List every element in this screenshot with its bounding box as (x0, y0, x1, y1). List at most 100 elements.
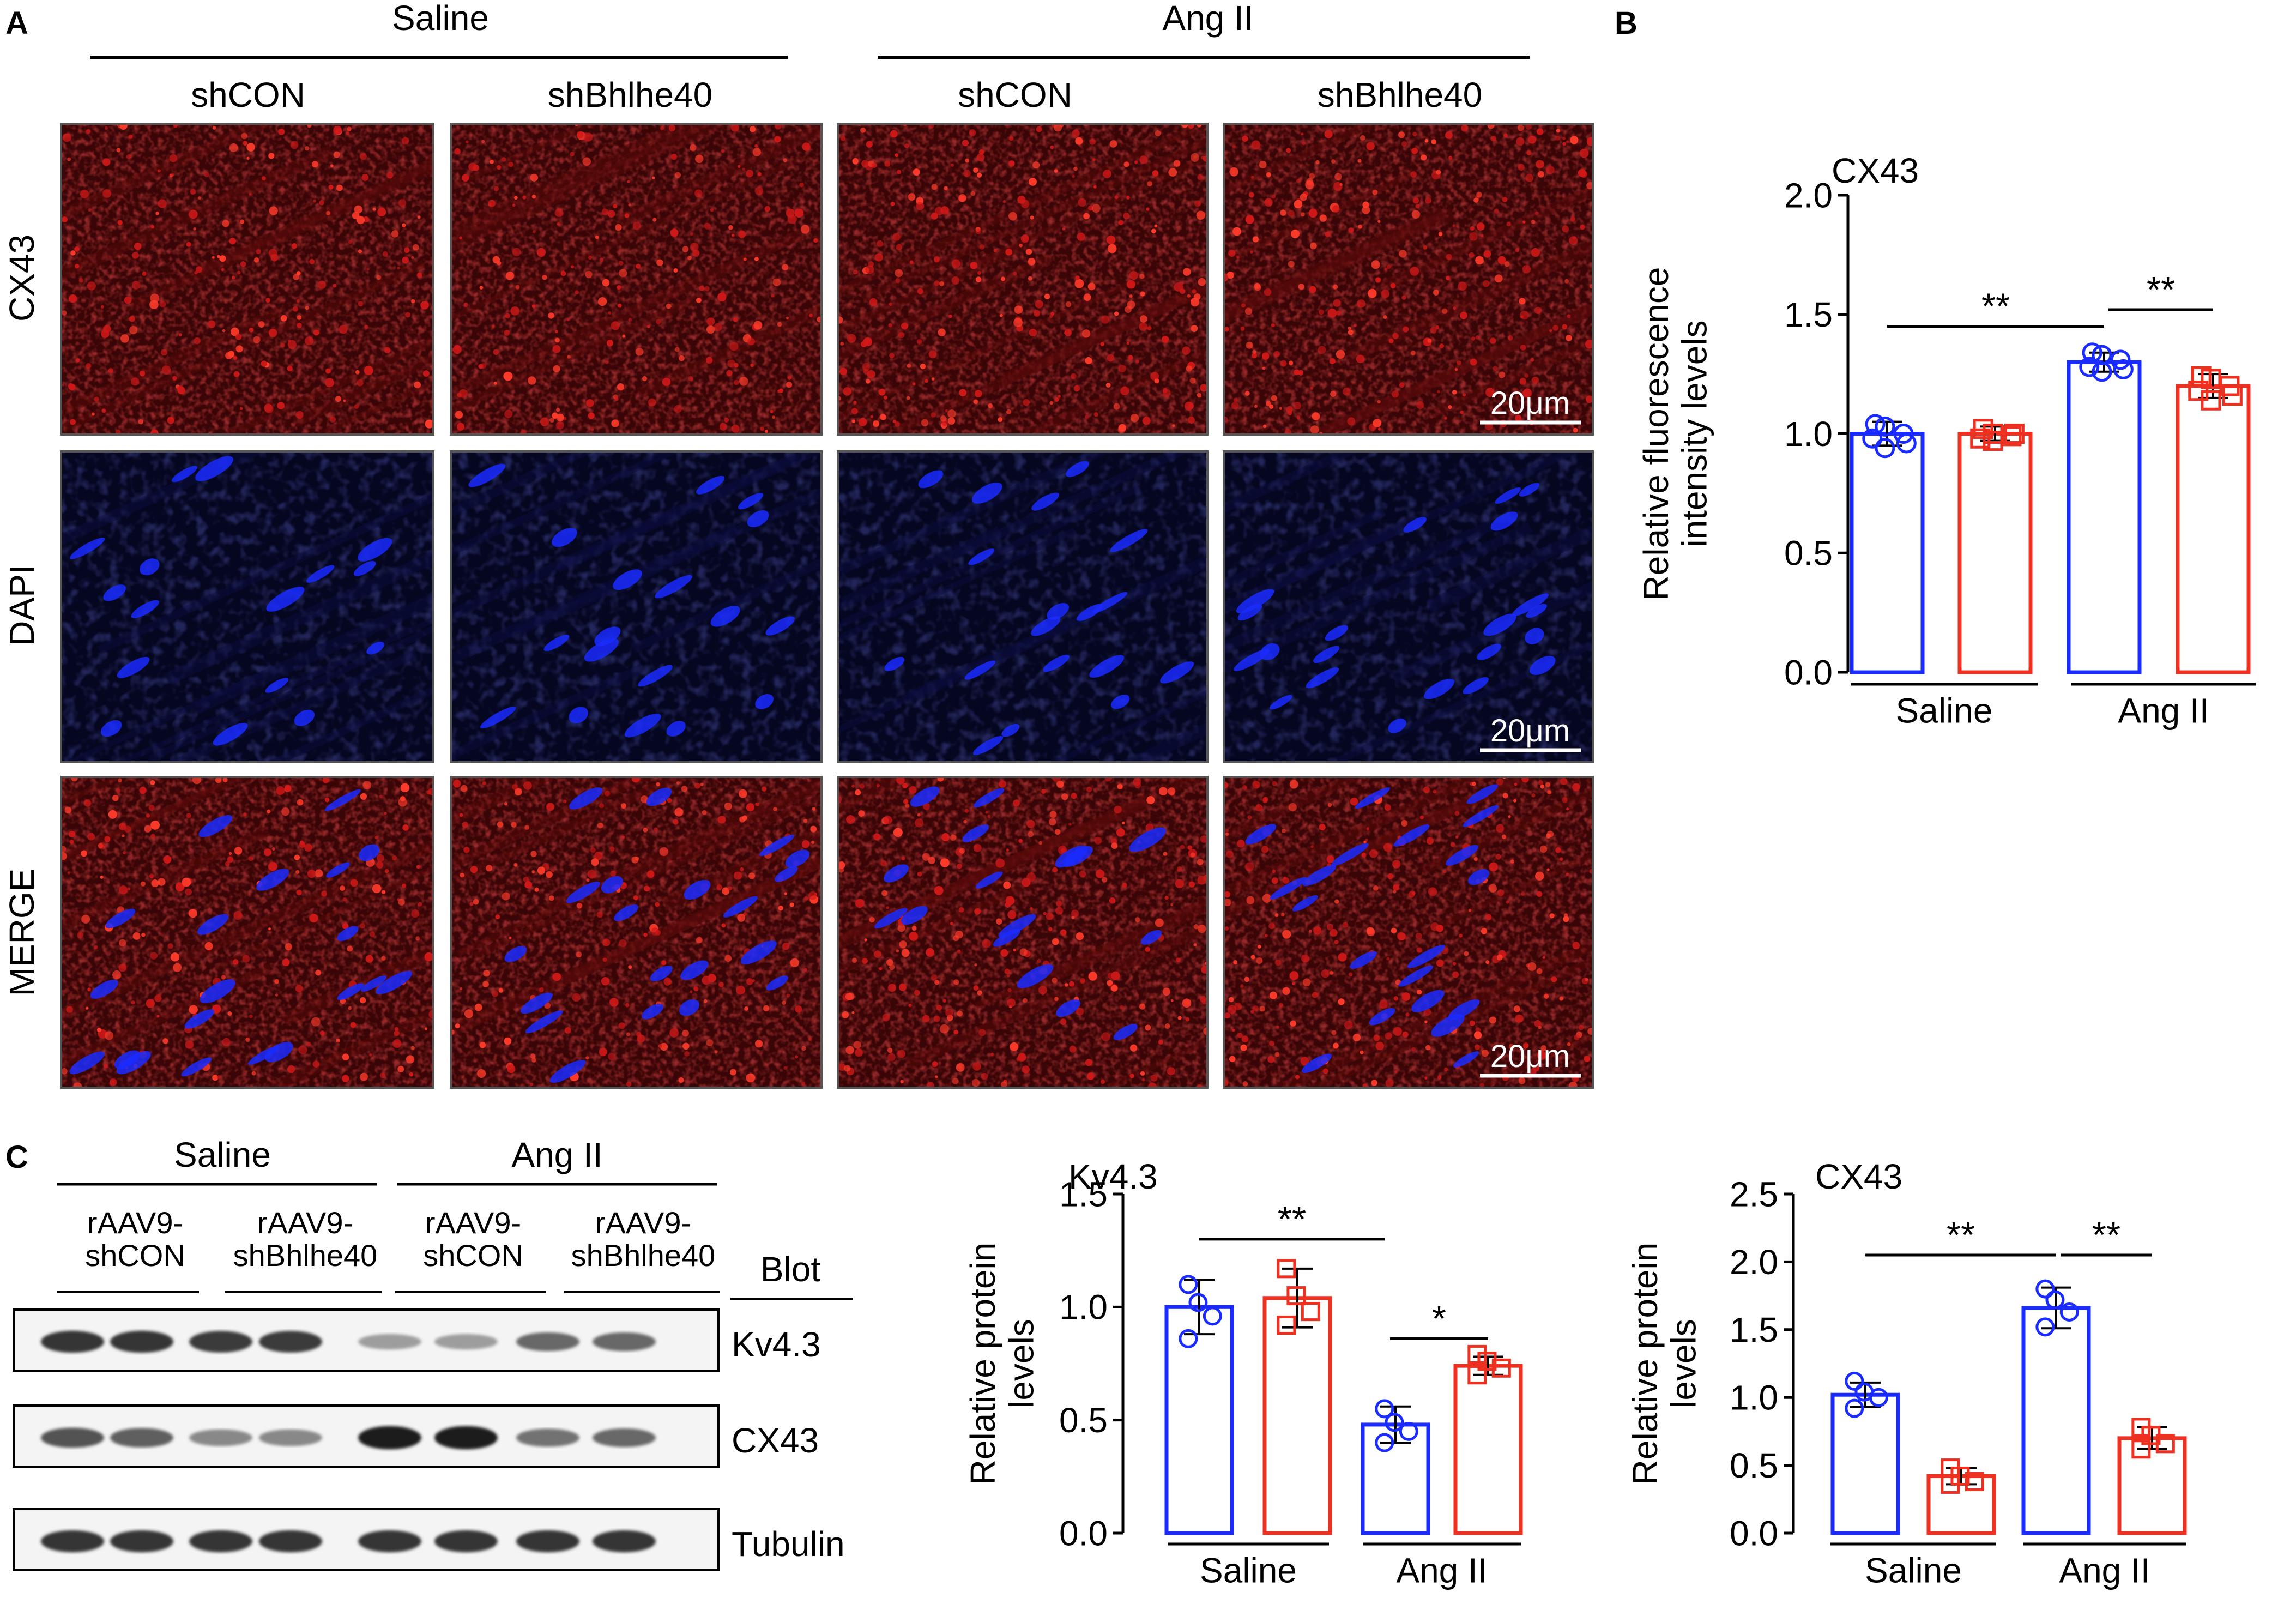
cx43-puncta (888, 323, 892, 328)
nucleus (910, 786, 940, 807)
cx43-puncta (1472, 781, 1476, 786)
cx43-puncta (531, 1058, 536, 1063)
cx43-puncta (704, 286, 710, 292)
cx43-puncta (844, 1065, 851, 1072)
cx43-puncta (315, 869, 323, 878)
band-label-kv43: Kv4.3 (732, 1325, 821, 1364)
micrograph-texture (61, 451, 433, 762)
cx43-puncta (1290, 229, 1300, 238)
lane-4-line2: shBhlhe40 (571, 1238, 716, 1273)
micrograph-frame (837, 450, 1209, 763)
cx43-puncta (531, 194, 536, 199)
data-point (1179, 1329, 1198, 1348)
cx43-puncta (896, 949, 899, 953)
cx43-puncta (473, 899, 479, 905)
cx43-puncta (789, 902, 794, 907)
y-tick-label: 2.0 (1784, 176, 1833, 215)
nucleus (525, 1010, 563, 1034)
cx43-puncta (1309, 286, 1316, 293)
cx43-puncta (304, 843, 312, 852)
cx43-puncta (126, 154, 131, 159)
cx43-puncta (336, 1038, 340, 1043)
cx43-puncta (620, 803, 627, 809)
lane-2-line1: rAAV9- (257, 1205, 353, 1240)
cx43-puncta (1343, 388, 1351, 396)
data-point (1845, 1398, 1864, 1418)
cx43-puncta (132, 932, 141, 940)
cx43-puncta (530, 1082, 534, 1086)
cx43-puncta (1140, 291, 1145, 297)
cx43-puncta (887, 984, 896, 992)
bar (1957, 432, 2033, 674)
cx43-puncta (945, 409, 948, 412)
cx43-puncta (1177, 1016, 1182, 1020)
cx43-puncta (1005, 248, 1012, 256)
cx43-puncta (602, 279, 610, 287)
cx43-puncta (1186, 365, 1192, 372)
nucleus (1463, 677, 1489, 695)
cx43-puncta (1193, 924, 1199, 930)
cx43-puncta (365, 955, 373, 963)
cx43-puncta (705, 357, 713, 364)
cx43-puncta (733, 317, 738, 322)
cx43-puncta (504, 1037, 512, 1045)
cx43-puncta (1256, 957, 1263, 964)
cx43-puncta (1248, 192, 1254, 198)
cx43-puncta (321, 890, 327, 897)
cx43-puncta (658, 1044, 662, 1048)
nucleus (90, 980, 118, 999)
cx43-puncta (287, 365, 293, 372)
cx43-puncta (1268, 922, 1275, 930)
cx43-puncta (233, 371, 240, 377)
cx43-puncta (455, 1023, 460, 1029)
cx43-puncta (512, 248, 521, 257)
nucleus (1398, 965, 1434, 987)
cx43-puncta (1089, 138, 1096, 145)
cx43-puncta (931, 377, 935, 381)
cx43-puncta (933, 256, 940, 263)
cx43-puncta (1559, 996, 1564, 1001)
band-label-cx43: CX43 (732, 1421, 819, 1460)
lane-3-line1: rAAV9- (425, 1205, 521, 1240)
cx43-puncta (619, 939, 627, 948)
cx43-puncta (892, 420, 897, 424)
cx43-puncta (1286, 406, 1293, 413)
cx43-puncta (146, 813, 150, 818)
cx43-puncta (1411, 147, 1418, 154)
cx43-puncta (1101, 1079, 1105, 1084)
nucleus (569, 707, 588, 723)
panel-a-group-header-angii: Ang II (878, 0, 1530, 59)
cx43-puncta (1233, 960, 1238, 964)
cx43-puncta (1489, 337, 1496, 344)
cx43-puncta (1437, 390, 1440, 394)
cx43-puncta (189, 1005, 198, 1014)
cx43-puncta (1397, 883, 1400, 887)
cx43-puncta (659, 847, 669, 857)
cx43-puncta (287, 1065, 295, 1074)
cx43-puncta (582, 157, 591, 166)
cx43-puncta (1496, 954, 1503, 961)
cx43-puncta (1424, 1076, 1428, 1080)
cx43-puncta (890, 130, 898, 138)
cx43-puncta (1244, 862, 1254, 871)
cx43-puncta (227, 1011, 232, 1016)
nucleus (139, 558, 160, 576)
cx43-puncta (753, 321, 763, 330)
blot-kv43 (13, 1308, 720, 1372)
cx43-puncta (656, 259, 663, 267)
cx43-puncta (964, 809, 969, 813)
nucleus (549, 1059, 586, 1083)
cx43-puncta (505, 313, 511, 319)
cx43-puncta (1284, 429, 1291, 435)
cx43-puncta (752, 148, 761, 156)
cx43-puncta (1201, 966, 1207, 974)
cx43-puncta (505, 272, 515, 280)
cx43-puncta (938, 328, 946, 336)
data-point (2201, 390, 2221, 411)
cx43-puncta (914, 818, 924, 828)
cx43-puncta (721, 923, 726, 928)
cx43-puncta (182, 877, 191, 887)
cx43-puncta (1236, 255, 1240, 259)
cx43-puncta (508, 161, 513, 167)
cx43-puncta (1375, 1041, 1385, 1051)
